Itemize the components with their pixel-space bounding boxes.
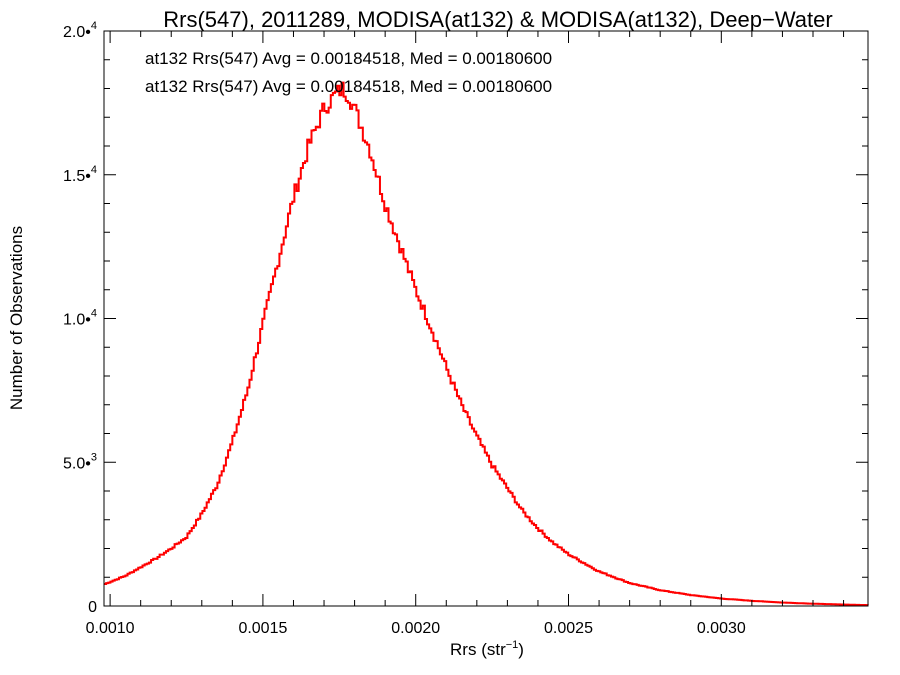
x-tick-label: 0.0010 (86, 620, 135, 637)
x-tick-label: 0.0020 (391, 620, 440, 637)
x-tick-label: 0.0025 (544, 620, 593, 637)
plot-area (104, 81, 869, 607)
x-axis-label: Rrs (str−1) (450, 639, 524, 659)
chart-title: Rrs(547), 2011289, MODISA(at132) & MODIS… (163, 7, 832, 32)
x-tick-label: 0.0015 (238, 620, 287, 637)
y-tick-label: 1.5•4 (63, 164, 97, 185)
x-tick-label: 0.0030 (697, 620, 746, 637)
y-tick-label: 0 (88, 599, 97, 616)
x-axis-label-exponent: −1 (506, 639, 519, 651)
y-tick-label: 5.0•3 (63, 451, 97, 472)
annotation-red: at132 Rrs(547) Avg = 0.00184518, Med = 0… (145, 77, 552, 96)
x-axis: 0.0010 0.0015 0.0020 0.0025 0.0030 (86, 31, 845, 637)
y-axis: 0 5.0•3 1.0•4 1.5•4 2.0•4 (63, 20, 868, 616)
plot-frame (103, 30, 869, 607)
y-tick-label: 1.0•4 (63, 308, 97, 329)
x-axis-label-close: ) (518, 640, 524, 659)
histogram-series-0 (104, 81, 869, 607)
x-axis-label-main: Rrs (str (450, 640, 506, 659)
annotation-black: at132 Rrs(547) Avg = 0.00184518, Med = 0… (145, 49, 552, 68)
y-axis-label: Number of Observations (7, 226, 26, 410)
y-tick-label: 2.0•4 (63, 20, 97, 41)
